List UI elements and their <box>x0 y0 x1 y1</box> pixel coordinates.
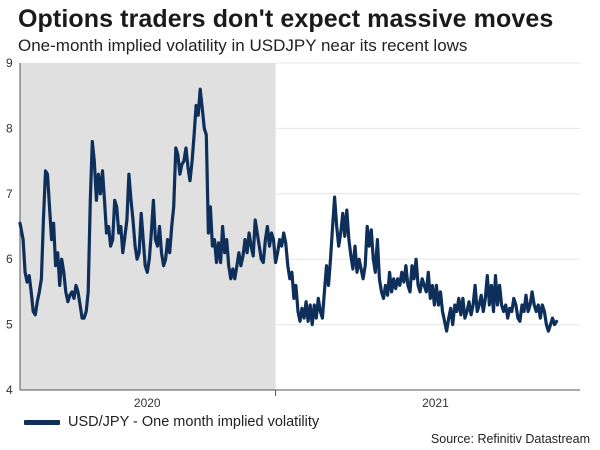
series-line-0 <box>18 87 559 333</box>
shaded-region-2020 <box>20 63 276 390</box>
x-tick-label-2020: 2020 <box>134 396 161 410</box>
x-tick-label-2021: 2021 <box>422 396 449 410</box>
y-tick-label-5: 5 <box>6 318 13 332</box>
y-tick-label-4: 4 <box>6 383 13 397</box>
y-tick-label-6: 6 <box>6 252 13 266</box>
y-tick-label-8: 8 <box>6 121 13 135</box>
legend-swatch <box>24 419 60 425</box>
chart-title: Options traders don't expect massive mov… <box>18 5 554 33</box>
y-tick-label-7: 7 <box>6 187 13 201</box>
legend: USD/JPY - One month implied volatility <box>24 414 319 430</box>
y-tick-label-9: 9 <box>6 56 13 70</box>
source-note: Source: Refinitiv Datastream <box>430 432 590 446</box>
legend-label: USD/JPY - One month implied volatility <box>68 414 320 430</box>
chart-subtitle: One-month implied volatility in USDJPY n… <box>18 36 468 55</box>
